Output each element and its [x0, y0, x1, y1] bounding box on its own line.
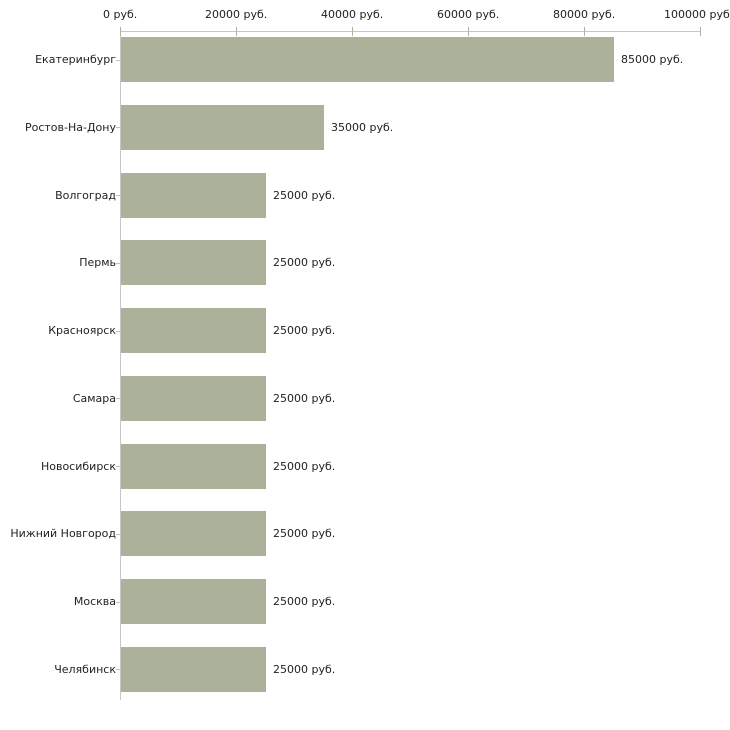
- value-label: 25000 руб.: [273, 527, 336, 540]
- bar: [121, 376, 266, 421]
- category-label: Красноярск: [48, 324, 116, 337]
- value-label: 35000 руб.: [331, 121, 394, 134]
- x-axis-tick-label: 100000 руб: [664, 8, 730, 21]
- x-axis-tick-label: 20000 руб.: [205, 8, 268, 21]
- x-axis-tick: [700, 27, 701, 36]
- category-label: Новосибирск: [40, 460, 116, 473]
- y-axis-tick: [116, 331, 120, 332]
- value-label: 25000 руб.: [273, 392, 336, 405]
- category-label: Нижний Новгород: [10, 527, 116, 540]
- x-axis-tick-label: 80000 руб.: [553, 8, 616, 21]
- x-axis-tick: [120, 27, 121, 36]
- y-axis-tick: [116, 127, 120, 128]
- y-axis-tick: [116, 669, 120, 670]
- bar: [121, 511, 266, 556]
- value-label: 25000 руб.: [273, 256, 336, 269]
- y-axis-tick: [116, 60, 120, 61]
- value-label: 25000 руб.: [273, 324, 336, 337]
- bar: [121, 173, 266, 218]
- category-label: Челябинск: [54, 663, 116, 676]
- bar: [121, 105, 324, 150]
- value-label: 25000 руб.: [273, 595, 336, 608]
- x-axis-tick: [352, 27, 353, 36]
- x-axis-tick-label: 40000 руб.: [321, 8, 384, 21]
- bar: [121, 444, 266, 489]
- y-axis-tick: [116, 195, 120, 196]
- x-axis-tick-label: 0 руб.: [103, 8, 138, 21]
- bar: [121, 579, 266, 624]
- y-axis-tick: [116, 466, 120, 467]
- value-label: 85000 руб.: [621, 53, 684, 66]
- x-axis-line: [120, 31, 701, 32]
- value-label: 25000 руб.: [273, 663, 336, 676]
- category-label: Ростов-На-Дону: [24, 121, 116, 134]
- y-axis-tick: [116, 263, 120, 264]
- x-axis-tick: [584, 27, 585, 36]
- category-label: Екатеринбург: [35, 53, 116, 66]
- x-axis-tick: [236, 27, 237, 36]
- category-label: Волгоград: [55, 189, 116, 202]
- bar: [121, 308, 266, 353]
- value-label: 25000 руб.: [273, 460, 336, 473]
- x-axis-tick-label: 60000 руб.: [437, 8, 500, 21]
- bar: [121, 647, 266, 692]
- y-axis-tick: [116, 534, 120, 535]
- category-label: Пермь: [79, 256, 116, 269]
- category-label: Москва: [73, 595, 116, 608]
- x-axis-tick: [468, 27, 469, 36]
- y-axis-line: [120, 31, 121, 700]
- bar: [121, 240, 266, 285]
- y-axis-tick: [116, 602, 120, 603]
- value-label: 25000 руб.: [273, 189, 336, 202]
- y-axis-tick: [116, 398, 120, 399]
- category-label: Самара: [72, 392, 116, 405]
- bar: [121, 37, 614, 82]
